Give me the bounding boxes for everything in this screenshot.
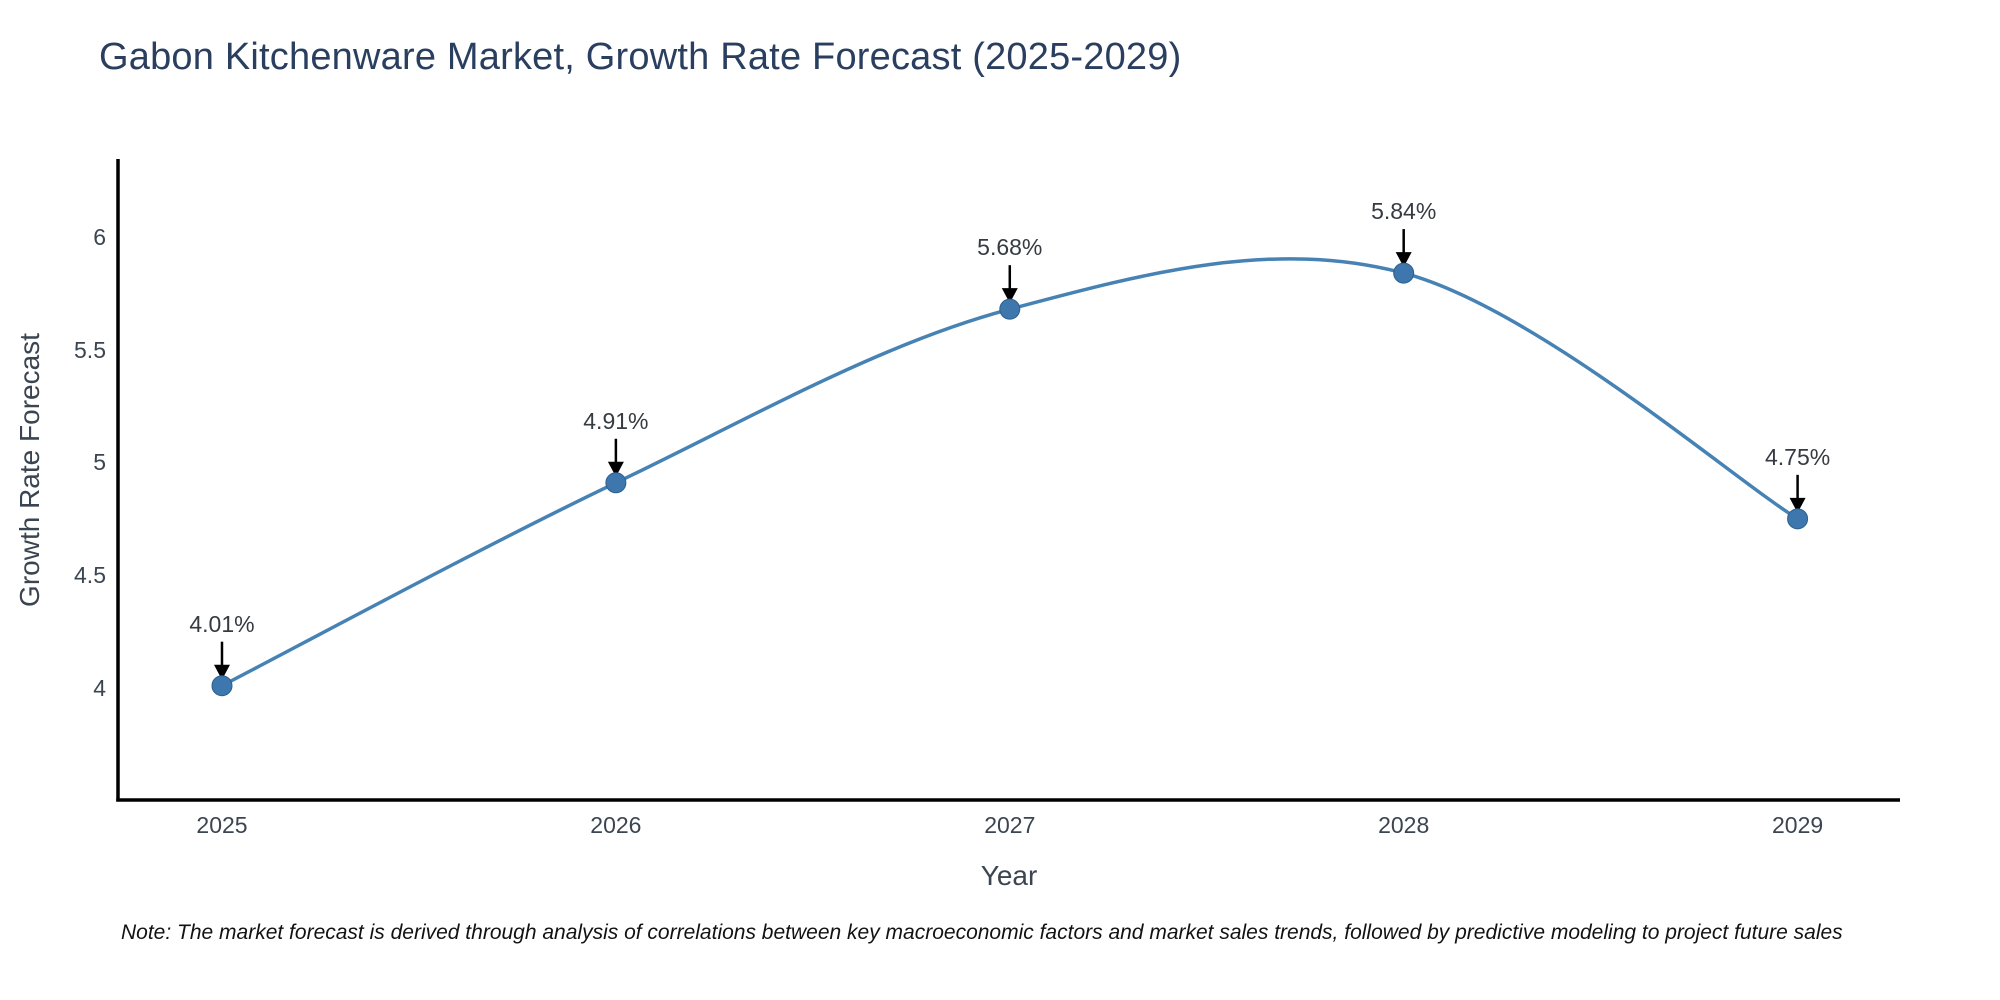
y-tick-label: 6	[93, 224, 106, 250]
x-tick-label: 2025	[196, 812, 248, 838]
forecast-spline-line	[220, 257, 1800, 688]
x-tick-label: 2026	[590, 812, 642, 838]
point-value-label: 5.68%	[977, 234, 1043, 261]
x-tick-label: 2029	[1771, 812, 1824, 838]
point-value-label: 4.91%	[583, 407, 649, 434]
annotation-arrow-head	[607, 461, 624, 477]
x-tick-label: 2027	[984, 812, 1036, 838]
annotation-arrow-head	[1395, 252, 1412, 268]
data-point-marker	[211, 675, 233, 697]
y-tick-label: 5	[93, 449, 106, 476]
annotation-arrow-head	[1001, 288, 1018, 304]
point-value-label: 4.75%	[1764, 443, 1831, 470]
annotation-arrow-head	[213, 664, 230, 680]
annotation-arrows	[213, 229, 1806, 680]
data-point-marker	[605, 472, 627, 494]
footnote: Note: The market forecast is derived thr…	[121, 921, 1843, 944]
x-tick-label: 2028	[1378, 812, 1430, 838]
x-axis-title: Year	[980, 860, 1038, 891]
data-point-marker	[1393, 262, 1415, 284]
y-tick-label: 4	[93, 674, 106, 701]
point-value-label: 5.84%	[1371, 198, 1437, 225]
y-tick-label: 4.5	[74, 562, 106, 589]
y-tick-label: 5.5	[74, 336, 106, 363]
point-value-label: 4.01%	[189, 610, 255, 637]
data-point-marker	[1787, 508, 1809, 530]
data-point-markers	[211, 262, 1809, 697]
chart-title: Gabon Kitchenware Market, Growth Rate Fo…	[99, 36, 1182, 78]
data-point-marker	[999, 298, 1021, 320]
annotation-arrow-head	[1789, 497, 1806, 513]
